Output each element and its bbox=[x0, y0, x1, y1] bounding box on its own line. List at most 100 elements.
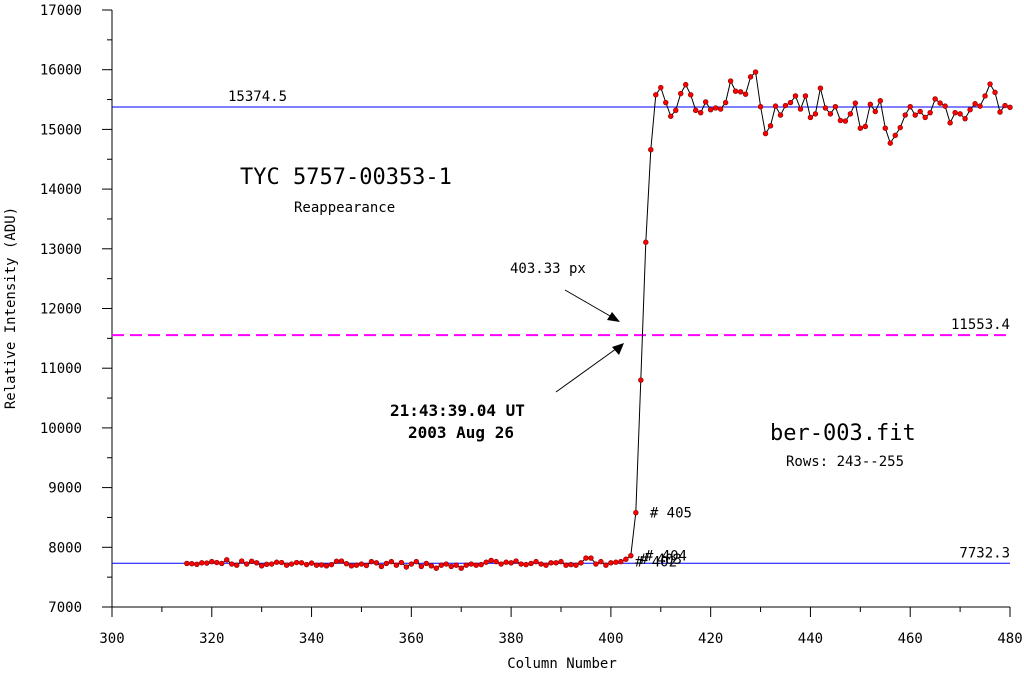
data-point bbox=[957, 111, 963, 117]
data-point bbox=[368, 558, 375, 565]
data-point bbox=[638, 377, 644, 383]
chart-subtitle: Reappearance bbox=[294, 200, 395, 216]
data-point bbox=[348, 563, 355, 569]
data-point bbox=[683, 81, 689, 88]
data-point bbox=[862, 123, 869, 130]
data-point bbox=[548, 560, 554, 566]
data-point bbox=[932, 96, 938, 102]
x-tick-label: 420 bbox=[698, 631, 723, 647]
data-point bbox=[433, 565, 439, 571]
data-point bbox=[678, 90, 684, 97]
data-point bbox=[643, 239, 649, 245]
series-layer: # 402# 403# 404 # 405 bbox=[184, 69, 1013, 571]
data-point bbox=[508, 560, 514, 566]
data-point bbox=[673, 107, 679, 113]
data-point bbox=[722, 99, 729, 106]
y-tick-label: 9000 bbox=[48, 481, 82, 497]
x-axis-title: Column Number bbox=[507, 656, 617, 672]
data-point bbox=[792, 93, 799, 99]
data-point bbox=[523, 561, 529, 568]
data-point bbox=[473, 562, 479, 568]
data-point bbox=[358, 561, 365, 567]
data-point bbox=[323, 563, 330, 569]
data-point bbox=[987, 81, 993, 87]
data-point bbox=[972, 101, 978, 107]
data-point bbox=[563, 562, 569, 568]
data-point bbox=[717, 106, 724, 112]
data-point bbox=[298, 560, 305, 566]
data-point bbox=[867, 101, 874, 108]
data-point bbox=[598, 558, 604, 565]
data-point bbox=[907, 104, 913, 110]
data-point bbox=[328, 561, 335, 568]
data-point bbox=[468, 561, 474, 567]
data-point bbox=[258, 563, 265, 569]
data-point bbox=[478, 561, 484, 568]
data-point bbox=[997, 109, 1003, 115]
data-point bbox=[1007, 104, 1013, 111]
data-point bbox=[378, 563, 385, 570]
reference-line-label: 11553.4 bbox=[951, 317, 1010, 333]
time-label: 21:43:39.04 UT bbox=[390, 401, 525, 420]
data-point bbox=[333, 558, 340, 565]
data-point bbox=[288, 561, 295, 567]
data-point bbox=[712, 105, 719, 111]
data-point bbox=[443, 561, 449, 567]
data-point bbox=[558, 558, 564, 565]
point-annotation: # 402 bbox=[635, 555, 677, 571]
data-point bbox=[917, 108, 923, 115]
data-point bbox=[488, 557, 494, 564]
data-point bbox=[278, 559, 285, 566]
data-point bbox=[268, 561, 275, 567]
data-point bbox=[977, 103, 983, 109]
data-point bbox=[393, 562, 400, 568]
data-point bbox=[543, 562, 549, 568]
data-point bbox=[353, 562, 360, 568]
x-tick-label: 460 bbox=[898, 631, 923, 647]
px-arrow-head bbox=[607, 312, 620, 322]
data-point bbox=[947, 120, 953, 126]
data-point bbox=[912, 112, 918, 118]
data-point bbox=[653, 92, 659, 98]
data-point bbox=[967, 106, 973, 113]
data-point bbox=[343, 561, 350, 567]
data-point bbox=[438, 562, 444, 568]
data-point bbox=[772, 103, 779, 109]
data-point bbox=[603, 562, 609, 568]
data-point bbox=[253, 560, 260, 566]
data-point bbox=[318, 562, 325, 568]
data-point bbox=[538, 561, 544, 567]
data-point bbox=[373, 560, 380, 566]
y-tick-label: 17000 bbox=[40, 3, 82, 19]
data-point bbox=[283, 562, 290, 568]
data-point bbox=[383, 560, 390, 567]
data-point bbox=[398, 559, 405, 566]
time-arrow bbox=[555, 345, 621, 393]
data-point bbox=[822, 105, 829, 111]
data-point bbox=[248, 558, 255, 565]
data-point bbox=[613, 559, 619, 565]
data-point bbox=[498, 561, 504, 567]
reference-line-label: 7732.3 bbox=[959, 545, 1010, 561]
point-annotation: # 404 bbox=[645, 549, 687, 565]
data-point bbox=[518, 561, 524, 567]
reference-lines: 15374.5 11553.4 7732.3 bbox=[112, 89, 1010, 564]
data-point bbox=[199, 560, 205, 566]
data-point bbox=[663, 99, 669, 106]
x-tick-label: 440 bbox=[798, 631, 823, 647]
data-point bbox=[782, 102, 789, 109]
data-point bbox=[528, 560, 534, 567]
y-tick-label: 12000 bbox=[40, 302, 82, 318]
time-arrow-head bbox=[612, 343, 624, 355]
px-label: 403.33 px bbox=[510, 261, 586, 277]
data-point bbox=[423, 560, 429, 567]
x-tick-label: 380 bbox=[498, 631, 523, 647]
data-point bbox=[762, 130, 769, 137]
data-point bbox=[403, 564, 410, 570]
data-point bbox=[897, 124, 903, 131]
data-point bbox=[234, 562, 240, 568]
x-tick-label: 300 bbox=[99, 631, 124, 647]
y-tick-label: 15000 bbox=[40, 122, 82, 138]
data-point bbox=[747, 74, 754, 80]
